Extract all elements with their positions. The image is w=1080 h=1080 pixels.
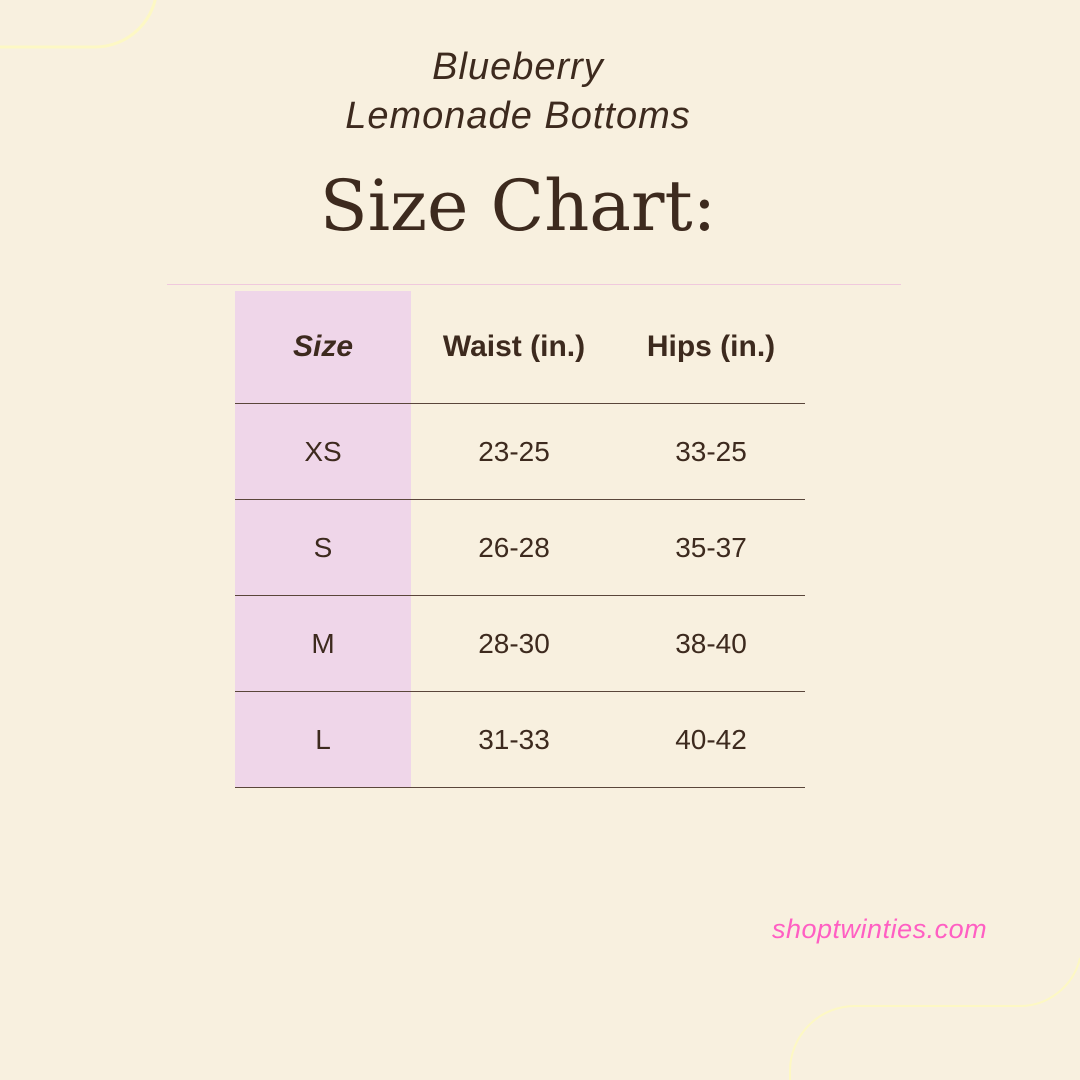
size-table: Size Waist (in.) Hips (in.) XS 23-25 33-… (235, 291, 805, 788)
table-header-row: Size Waist (in.) Hips (in.) (235, 291, 805, 404)
divider (167, 284, 901, 285)
cell-hips: 38-40 (617, 595, 805, 692)
cell-waist: 28-30 (411, 595, 617, 692)
cell-waist: 23-25 (411, 403, 617, 500)
cell-size: L (235, 691, 411, 788)
cell-size: S (235, 499, 411, 596)
cell-waist: 26-28 (411, 499, 617, 596)
top-left-curve (0, 0, 157, 49)
header-hips: Hips (in.) (646, 330, 776, 363)
table-row: L 31-33 40-42 (235, 691, 805, 788)
website-link[interactable]: shoptwinties.com (772, 914, 988, 944)
table-row: S 26-28 35-37 (235, 499, 805, 596)
cell-size: M (235, 595, 411, 692)
header-waist: Waist (in.) (442, 330, 586, 363)
cell-hips: 35-37 (617, 499, 805, 596)
table-row: M 28-30 38-40 (235, 595, 805, 692)
product-name-line1: Blueberry (432, 46, 604, 88)
bottom-right-curve (789, 957, 1080, 1080)
cell-waist: 31-33 (411, 691, 617, 788)
cell-size: XS (235, 403, 411, 500)
product-name-line2: Lemonade Bottoms (345, 95, 691, 137)
table-row: XS 23-25 33-25 (235, 403, 805, 500)
header-size: Size (235, 291, 411, 404)
cell-hips: 33-25 (617, 403, 805, 500)
cell-hips: 40-42 (617, 691, 805, 788)
page-title: Size Chart: (319, 165, 717, 247)
